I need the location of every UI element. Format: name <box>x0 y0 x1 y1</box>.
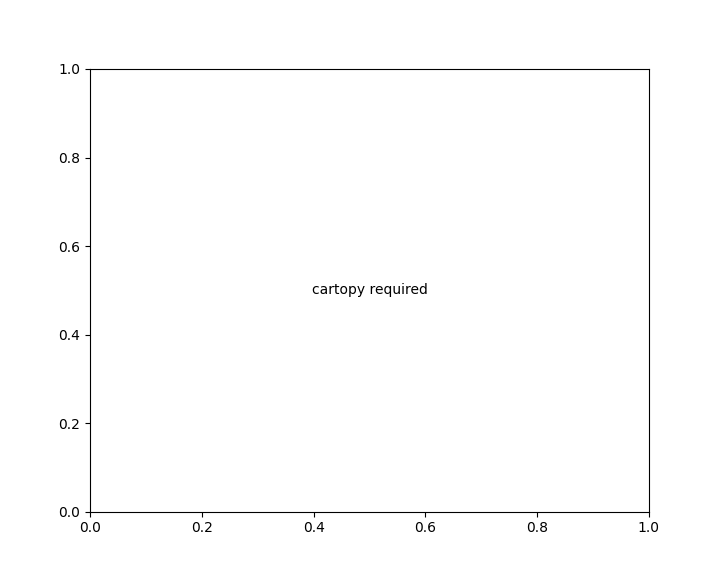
Text: cartopy required: cartopy required <box>311 283 428 297</box>
